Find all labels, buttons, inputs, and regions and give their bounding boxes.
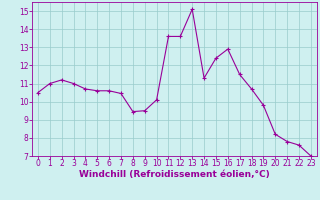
X-axis label: Windchill (Refroidissement éolien,°C): Windchill (Refroidissement éolien,°C) (79, 170, 270, 179)
